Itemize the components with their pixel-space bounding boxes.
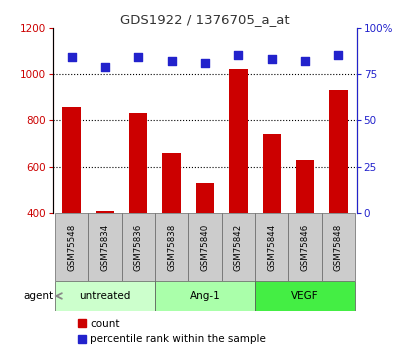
- Point: [268, 56, 274, 62]
- Title: GDS1922 / 1376705_a_at: GDS1922 / 1376705_a_at: [120, 13, 289, 27]
- Point: [301, 58, 308, 64]
- Bar: [88, 213, 121, 281]
- Bar: [254, 281, 354, 311]
- Text: Ang-1: Ang-1: [189, 291, 220, 301]
- Bar: [155, 281, 254, 311]
- Bar: [55, 213, 88, 281]
- Point: [234, 53, 241, 58]
- Text: GSM75836: GSM75836: [133, 224, 142, 270]
- Bar: [96, 211, 114, 306]
- Bar: [196, 183, 213, 306]
- Text: GSM75846: GSM75846: [300, 224, 309, 270]
- Bar: [155, 213, 188, 281]
- Text: untreated: untreated: [79, 291, 130, 301]
- Point: [68, 55, 75, 60]
- Bar: [221, 213, 254, 281]
- Point: [101, 64, 108, 69]
- Text: GSM75838: GSM75838: [167, 224, 176, 270]
- Point: [168, 58, 175, 64]
- Legend: count, percentile rank within the sample: count, percentile rank within the sample: [74, 315, 270, 345]
- Text: GSM75834: GSM75834: [100, 224, 109, 270]
- Bar: [129, 114, 147, 306]
- Bar: [188, 213, 221, 281]
- Bar: [229, 69, 247, 306]
- Text: GSM75842: GSM75842: [233, 224, 242, 270]
- Text: GSM75848: GSM75848: [333, 224, 342, 270]
- Point: [135, 55, 141, 60]
- Bar: [121, 213, 155, 281]
- Text: GSM75548: GSM75548: [67, 224, 76, 270]
- Text: GSM75840: GSM75840: [200, 224, 209, 270]
- Bar: [328, 90, 347, 306]
- Bar: [321, 213, 354, 281]
- Text: GSM75844: GSM75844: [267, 224, 276, 270]
- Bar: [55, 281, 155, 311]
- Bar: [254, 213, 288, 281]
- Bar: [62, 107, 81, 306]
- Point: [334, 53, 341, 58]
- Bar: [262, 134, 280, 306]
- Text: agent: agent: [24, 291, 54, 301]
- Point: [201, 60, 208, 66]
- Bar: [288, 213, 321, 281]
- Bar: [295, 160, 313, 306]
- Text: VEGF: VEGF: [290, 291, 318, 301]
- Bar: [162, 153, 180, 306]
